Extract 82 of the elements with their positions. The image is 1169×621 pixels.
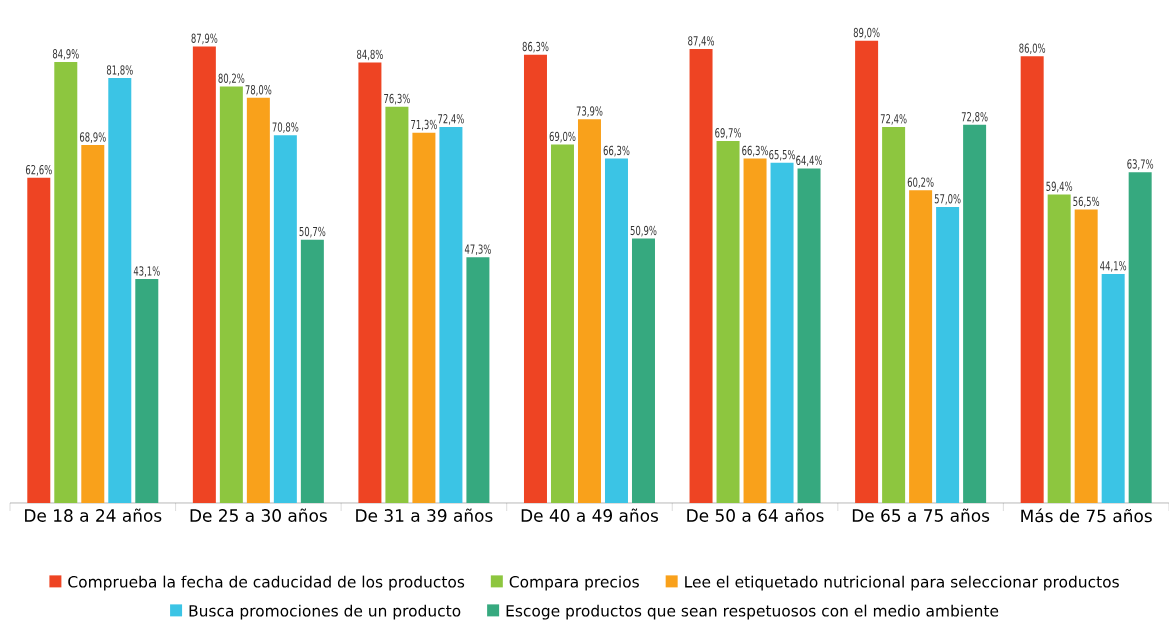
data-label: 56,5% xyxy=(1073,196,1100,208)
bar xyxy=(1020,56,1044,503)
data-label: 44,1% xyxy=(1100,261,1127,272)
legend-label: Compara precios xyxy=(509,575,639,591)
x-tick-label: De 18 a 24 años xyxy=(25,508,162,522)
legend-label: Busca promociones de un producto xyxy=(189,604,461,620)
bar xyxy=(797,168,821,503)
bar xyxy=(550,144,574,503)
bar xyxy=(192,46,216,503)
bar xyxy=(1128,172,1152,503)
bar xyxy=(716,140,740,503)
data-label: 87,4% xyxy=(688,36,715,47)
bar xyxy=(273,135,297,503)
data-label: 60,2% xyxy=(907,177,934,189)
bar xyxy=(743,158,767,503)
data-label: 69,7% xyxy=(715,128,742,139)
bar xyxy=(855,40,879,503)
bar xyxy=(385,106,409,503)
bar xyxy=(1101,273,1125,503)
x-tick-label: De 50 a 64 años xyxy=(687,508,824,522)
bar xyxy=(27,177,51,503)
data-label: 87,9% xyxy=(191,33,218,45)
data-label: 76,3% xyxy=(384,93,410,105)
data-label: 84,9% xyxy=(52,49,79,60)
data-label: 59,4% xyxy=(1046,181,1073,193)
x-tick-label: De 40 a 49 años xyxy=(521,508,659,522)
data-label: 50,7% xyxy=(299,226,326,238)
data-label: 78,0% xyxy=(245,84,272,96)
data-label: 81,8% xyxy=(106,65,133,76)
legend-label: Lee el etiquetado nutricional para seleccionar productos xyxy=(685,575,1119,591)
bar xyxy=(1047,194,1071,503)
x-tick-label: De 31 a 39 años xyxy=(356,508,493,522)
x-tick-label: De 25 a 30 años xyxy=(190,508,327,522)
x-tick-label: De 65 a 75 años xyxy=(852,508,990,522)
bar xyxy=(936,206,960,503)
data-label: 86,3% xyxy=(522,41,549,53)
bar xyxy=(882,126,906,503)
bar xyxy=(54,62,78,503)
bar xyxy=(963,124,987,503)
bar xyxy=(439,126,463,503)
data-label: 63,7% xyxy=(1127,159,1154,170)
bar xyxy=(219,86,243,503)
legend-label: Escoge productos que sean respetuosos con el medio ambiente xyxy=(506,604,999,620)
bar xyxy=(631,238,655,503)
data-label: 72,4% xyxy=(880,114,907,125)
data-label: 72,8% xyxy=(961,111,988,123)
bar xyxy=(577,119,601,503)
bar xyxy=(358,62,382,503)
data-label: 66,3% xyxy=(742,145,769,157)
data-label: 43,1% xyxy=(133,266,160,277)
data-label: 66,3% xyxy=(603,145,630,157)
data-label: 80,2% xyxy=(218,73,245,85)
bar xyxy=(770,162,794,503)
data-label: 70,8% xyxy=(272,122,299,134)
data-label: 47,3% xyxy=(464,244,491,256)
data-label: 65,5% xyxy=(769,149,796,161)
data-label: 50,9% xyxy=(630,225,657,237)
bar xyxy=(246,97,270,503)
data-label: 64,4% xyxy=(796,155,823,167)
data-label: 89,0% xyxy=(853,27,880,39)
data-label: 72,4% xyxy=(438,114,464,125)
data-label: 84,8% xyxy=(357,49,383,61)
bar xyxy=(300,239,324,503)
bar xyxy=(604,158,628,503)
data-label: 69,0% xyxy=(549,131,576,143)
bar xyxy=(1074,209,1098,503)
data-label: 62,6% xyxy=(25,164,52,176)
data-label: 73,9% xyxy=(576,106,603,117)
x-tick-label: Más de 75 años xyxy=(1021,508,1152,523)
data-label: 68,9% xyxy=(79,132,106,143)
bar xyxy=(108,78,132,503)
bar xyxy=(909,190,933,503)
bar xyxy=(523,54,547,503)
legend-label: Comprueba la fecha de caducidad de los productos xyxy=(68,575,465,591)
data-label: 57,0% xyxy=(934,194,961,205)
data-label: 71,3% xyxy=(411,119,437,131)
bar xyxy=(466,257,490,503)
data-label: 86,0% xyxy=(1019,43,1046,55)
bar xyxy=(689,49,713,503)
bar xyxy=(412,132,436,503)
bar xyxy=(135,279,159,503)
bar xyxy=(81,145,105,503)
